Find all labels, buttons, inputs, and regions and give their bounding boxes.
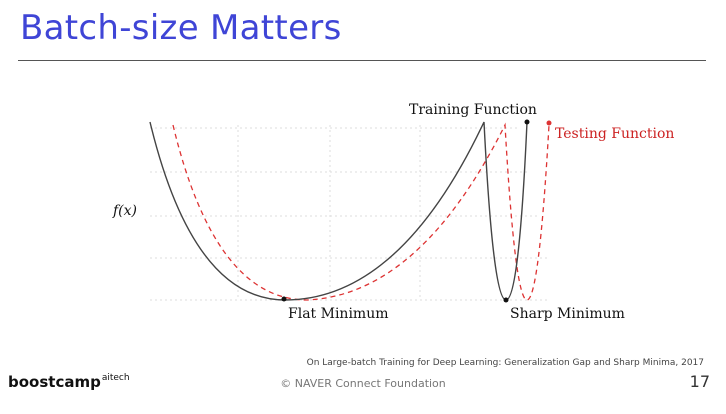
citation: On Large-batch Training for Deep Learnin… — [306, 358, 704, 368]
flat-minimum-point — [281, 296, 287, 302]
logo-text: boostcamp — [8, 373, 101, 391]
flat-minimum-label: Flat Minimum — [288, 306, 389, 322]
boostcamp-logo: boostcampaitech — [8, 373, 130, 391]
slide-title: Batch-size Matters — [20, 8, 342, 48]
footer-copyright: © NAVER Connect Foundation — [280, 377, 446, 390]
logo-superscript: aitech — [101, 373, 130, 383]
training-function-label: Training Function — [409, 102, 537, 118]
training-function-curve — [149, 121, 528, 301]
training-peak-point — [524, 119, 530, 125]
title-divider — [18, 60, 706, 61]
page-number: 17 — [689, 372, 710, 391]
grid — [150, 125, 550, 301]
testing-function-label: Testing Function — [555, 126, 674, 142]
y-axis-label: f(x) — [112, 203, 137, 219]
testing-function-curve — [172, 122, 550, 301]
sharp-minimum-label: Sharp Minimum — [510, 306, 625, 322]
testing-peak-point — [546, 120, 552, 126]
sharp-minimum-point — [503, 297, 509, 303]
